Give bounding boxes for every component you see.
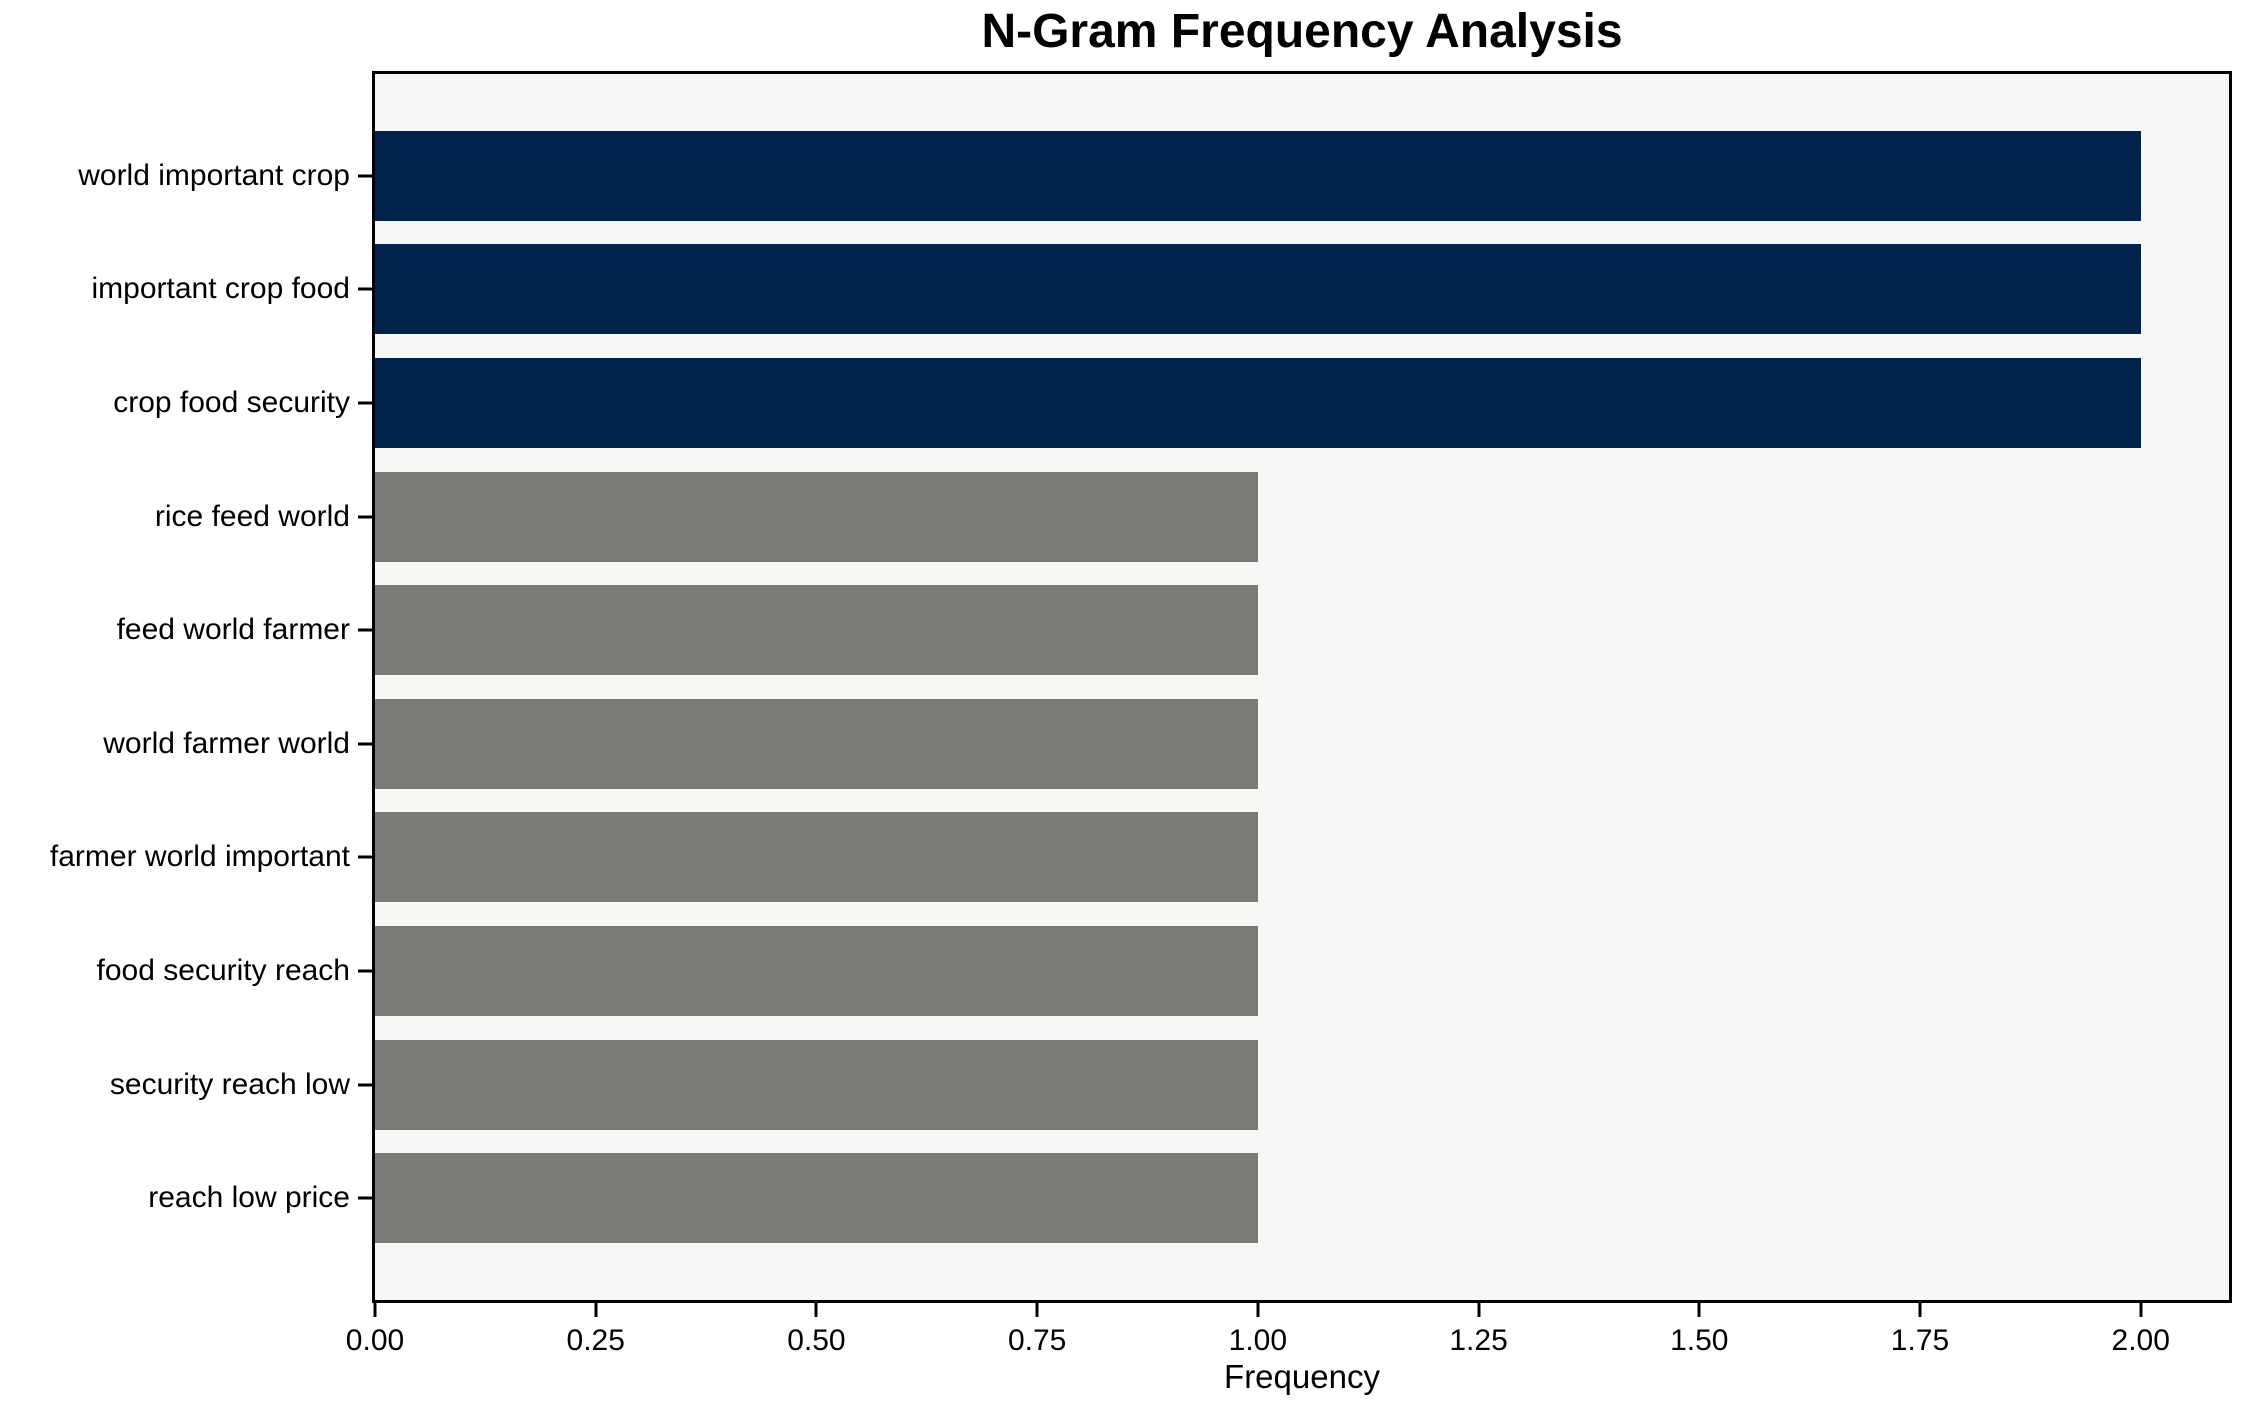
bar-row — [375, 346, 2229, 460]
bar-row — [375, 573, 2229, 687]
x-tick-label: 0.50 — [787, 1324, 846, 1357]
y-tick-mark — [358, 1083, 372, 1087]
bar-row — [375, 233, 2229, 347]
x-tick-label: 0.25 — [566, 1324, 625, 1357]
x-tick-mark — [1697, 1303, 1701, 1317]
y-tick-mark — [358, 969, 372, 973]
y-tick-mark — [358, 1196, 372, 1200]
y-axis-label: important crop food — [91, 272, 350, 306]
y-axis-label: world important crop — [78, 158, 350, 192]
y-axis-label: world farmer world — [103, 726, 350, 760]
x-tick-label: 1.50 — [1670, 1324, 1729, 1357]
y-tick-mark — [358, 515, 372, 519]
bar-world-farmer-world — [375, 698, 1258, 789]
x-tick-mark — [814, 1303, 818, 1317]
x-tick-label: 1.25 — [1449, 1324, 1508, 1357]
bar-row — [375, 914, 2229, 1028]
bar-row — [375, 119, 2229, 233]
bar-world-important-crop — [375, 130, 2141, 221]
y-axis-label: reach low price — [148, 1181, 350, 1215]
x-tick-label: 0.00 — [345, 1324, 405, 1357]
bar-crop-food-security — [375, 357, 2141, 448]
x-tick-mark — [373, 1303, 377, 1317]
bar-food-security-reach — [375, 925, 1258, 1016]
y-tick-mark — [358, 174, 372, 178]
bar-security-reach-low — [375, 1039, 1258, 1130]
x-tick-label: 1.75 — [1890, 1324, 1950, 1357]
y-axis-label: crop food security — [113, 386, 350, 419]
bar-reach-low-price — [375, 1153, 1258, 1244]
y-tick-mark — [358, 855, 372, 859]
x-tick-label: 1.00 — [1228, 1324, 1288, 1357]
y-axis-label: feed world farmer — [116, 613, 350, 647]
x-tick-mark — [1477, 1303, 1481, 1317]
x-tick-mark — [1035, 1303, 1039, 1317]
bar-row — [375, 1028, 2229, 1142]
y-axis-label: farmer world important — [49, 840, 350, 874]
y-tick-mark — [358, 742, 372, 746]
bars-container — [375, 74, 2229, 1300]
x-axis-title: Frequency — [1224, 1358, 1380, 1395]
y-axis-label: rice feed world — [154, 499, 350, 533]
x-tick-mark — [1256, 1303, 1260, 1317]
y-axis-label: security reach low — [109, 1067, 350, 1101]
x-tick-mark — [1918, 1303, 1922, 1317]
bar-row — [375, 1141, 2229, 1255]
y-axis-label: food security reach — [96, 954, 350, 987]
x-tick-label: 2.00 — [2111, 1324, 2170, 1357]
x-tick-mark — [2139, 1303, 2143, 1317]
bar-feed-world-farmer — [375, 585, 1258, 676]
y-tick-mark — [358, 628, 372, 632]
bar-row — [375, 687, 2229, 801]
y-tick-mark — [358, 401, 372, 405]
bar-rice-feed-world — [375, 471, 1258, 562]
plot-area — [372, 71, 2232, 1303]
bar-important-crop-food — [375, 244, 2141, 335]
x-tick-label: 0.75 — [1007, 1324, 1067, 1357]
x-tick-mark — [594, 1303, 598, 1317]
y-tick-mark — [358, 287, 372, 291]
bar-row — [375, 801, 2229, 915]
bar-row — [375, 460, 2229, 574]
bar-farmer-world-important — [375, 812, 1258, 903]
chart-title: N-Gram Frequency Analysis — [981, 5, 1623, 58]
